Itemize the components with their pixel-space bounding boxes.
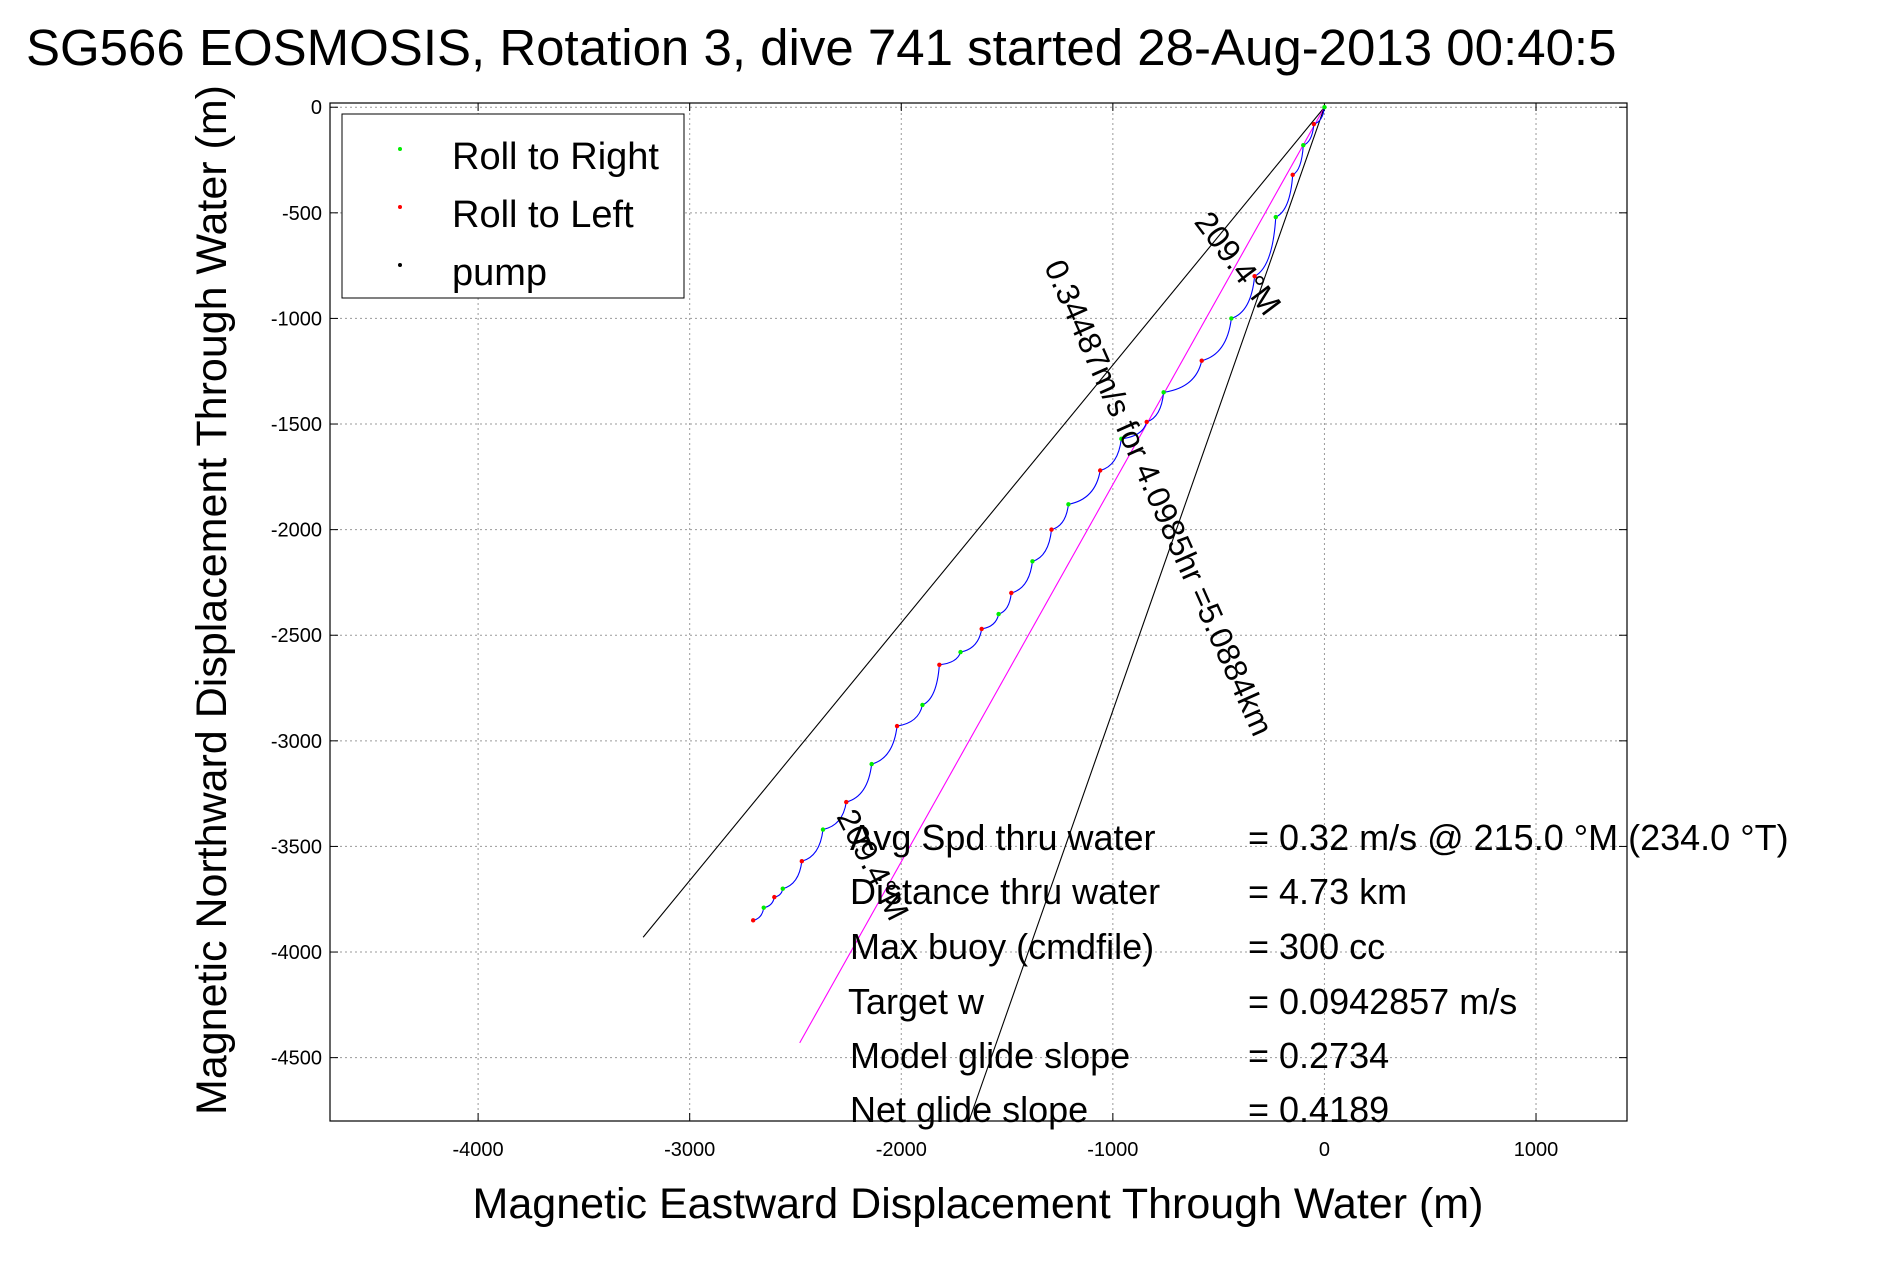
track-point [1273,214,1278,220]
y-tick-label: 0 [311,97,322,119]
track-point [937,662,942,668]
line-annotation: 209.4°M [1188,205,1289,322]
line-annotation: 0.34487m/s for 4.0985hr =5.0884km [1037,254,1280,741]
track-point [844,799,849,805]
track-point [996,611,1001,617]
stat-value: = 0.4189 [1248,1089,1389,1130]
y-tick-label: -500 [282,203,322,225]
stats-block: Avg Spd thru water = 0.32 m/s @ 215.0 °M… [848,817,1789,1130]
legend-label-roll-left: Roll to Left [452,194,634,236]
y-tick-label: -1000 [271,308,322,330]
current-line [799,106,1325,1044]
reference-lines [642,106,1325,1122]
track-point [958,649,963,655]
mirror-line [968,107,1325,1122]
stat-value: = 0.2734 [1248,1035,1389,1076]
legend-label-pump: pump [452,252,547,294]
track-point [1311,121,1317,127]
stat-label: Max buoy (cmdfile) [850,926,1154,967]
track-point [799,859,805,864]
x-tick-label: -2000 [876,1139,927,1161]
y-tick-label: -1500 [271,414,322,436]
legend: Roll to Right Roll to Left pump [341,113,685,299]
y-tick-label: -3500 [271,836,322,858]
track-point [1229,316,1234,321]
legend-marker-pump [398,263,402,267]
track-point [1199,358,1204,363]
dive-track [750,105,1327,923]
track-point [1161,390,1166,395]
track-point [1009,590,1014,596]
dive-track-line [753,107,1325,921]
y-tick-label: -4000 [271,942,322,964]
axis-ticks: -4000 -3000 -2000 -1000 0 1000 0 -500 -1000 -1500… [271,97,1627,1161]
x-axis-label: Magnetic Eastward Displacement Through W… [473,1180,1484,1228]
legend-marker-roll-right [398,147,402,151]
track-point [1252,273,1257,279]
x-tick-label: -4000 [453,1139,504,1161]
stat-label: Distance thru water [850,871,1160,912]
track-point [869,761,874,767]
track-point [1030,559,1035,564]
y-tick-label: -4500 [271,1048,322,1070]
track-point [761,905,766,910]
x-tick-label: -1000 [1087,1139,1138,1161]
track-point [1097,468,1103,473]
x-tick-label: 1000 [1514,1139,1559,1161]
track-point [894,723,900,729]
stat-label: Net glide slope [850,1089,1088,1130]
track-point [979,626,984,632]
stat-label: Avg Spd thru water [850,817,1156,858]
grid [330,103,1627,1121]
plot-frame [329,102,1628,1122]
chart-title: SG566 EOSMOSIS, Rotation 3, dive 741 sta… [26,19,1616,76]
legend-marker-roll-left [398,205,402,209]
stat-label: Model glide slope [850,1035,1130,1076]
track-point [750,918,756,923]
track-point [1301,143,1306,148]
track-point [1144,419,1149,425]
track-point [920,702,925,708]
x-tick-label: -3000 [664,1139,715,1161]
y-tick-label: -2000 [271,520,322,542]
y-tick-label: -3000 [271,731,322,753]
track-point [1066,502,1071,507]
y-axis-label: Magnetic Northward Displacement Through … [188,85,236,1115]
x-tick-label: 0 [1319,1139,1330,1161]
stat-value: = 4.73 km [1248,871,1407,912]
y-tick-label: -2500 [271,625,322,647]
stat-value: = 300 cc [1248,926,1385,967]
track-point [1049,527,1054,532]
legend-label-roll-right: Roll to Right [452,136,659,178]
heading-line [642,106,1325,938]
track-point [1322,105,1327,110]
stat-value: = 0.32 m/s @ 215.0 °M (234.0 °T) [1248,817,1789,858]
stat-value: = 0.0942857 m/s [1248,981,1517,1022]
stat-label: Target w [848,981,985,1022]
track-point [820,827,826,832]
track-point [1290,172,1295,178]
track-point [780,886,785,891]
track-point [772,894,777,900]
track-point [1119,436,1124,442]
